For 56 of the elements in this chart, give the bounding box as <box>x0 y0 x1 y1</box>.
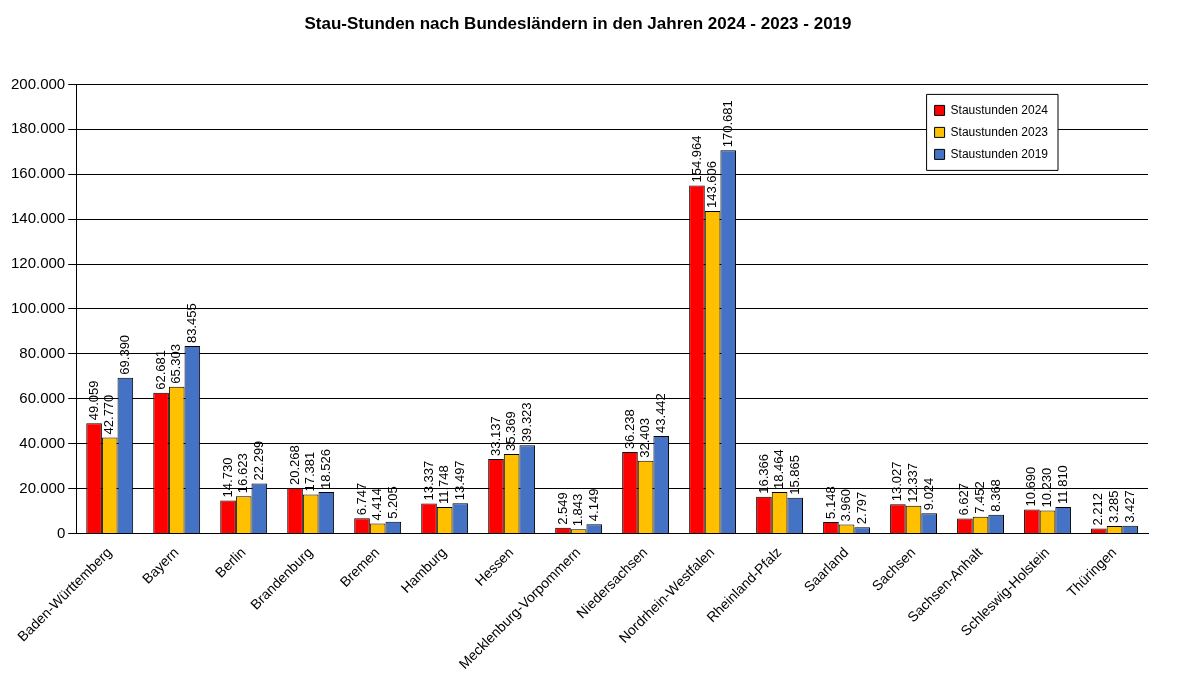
data-label: 42.770 <box>101 394 117 435</box>
data-label: 69.390 <box>116 334 132 375</box>
data-label: 2.212 <box>1090 492 1106 526</box>
data-label: 39.323 <box>518 402 534 443</box>
data-label: 16.623 <box>235 453 251 494</box>
y-tick-label: 0 <box>56 523 66 541</box>
data-label: 14.730 <box>219 457 235 498</box>
data-label: 20.268 <box>286 445 302 485</box>
data-label: 3.960 <box>838 489 854 522</box>
y-tick-label: 200.000 <box>10 74 66 92</box>
y-tick-label: 180.000 <box>10 119 66 137</box>
y-tick-label: 100.000 <box>10 299 66 317</box>
legend-label: Staustunden 2024 <box>950 102 1049 117</box>
data-label: 4.414 <box>369 488 385 521</box>
data-label: 15.865 <box>786 455 802 495</box>
data-label: 12.337 <box>905 463 921 503</box>
data-label: 35.369 <box>503 411 519 452</box>
y-tick-label: 120.000 <box>10 254 66 272</box>
data-label: 6.747 <box>353 482 369 516</box>
data-label: 11.810 <box>1054 465 1070 504</box>
data-label: 6.627 <box>956 483 972 516</box>
data-label: 32.403 <box>637 417 653 458</box>
data-label: 3.427 <box>1121 490 1137 523</box>
legend-label: Staustunden 2019 <box>950 146 1049 161</box>
data-label: 170.681 <box>719 100 735 148</box>
y-tick-label: 80.000 <box>19 343 66 361</box>
y-tick-label: 140.000 <box>10 209 66 227</box>
data-label: 43.442 <box>652 393 668 433</box>
data-label: 18.464 <box>771 449 787 490</box>
y-tick-label: 60.000 <box>19 388 66 406</box>
data-label: 13.497 <box>451 460 467 501</box>
data-label: 10.230 <box>1039 467 1055 508</box>
y-tick-label: 160.000 <box>10 164 66 182</box>
data-label: 4.149 <box>585 488 601 522</box>
chart-title: Stau-Stunden nach Bundesländern in den Jahren 2024 - 2023 - 2019 <box>304 13 852 33</box>
data-label: 9.024 <box>920 477 936 511</box>
data-label: 2.549 <box>554 492 570 525</box>
legend-label: Staustunden 2023 <box>950 124 1049 139</box>
data-label: 17.381 <box>302 451 318 492</box>
y-tick-label: 40.000 <box>19 433 66 451</box>
data-label: 18.526 <box>317 449 333 489</box>
data-label: 7.452 <box>972 481 988 514</box>
data-label: 83.455 <box>183 303 199 344</box>
data-label: 65.303 <box>168 344 184 384</box>
data-label: 49.059 <box>85 380 101 421</box>
data-label: 11.748 <box>436 465 452 505</box>
data-label: 22.299 <box>250 440 266 481</box>
data-label: 10.690 <box>1023 466 1039 507</box>
data-label: 154.964 <box>688 135 704 183</box>
data-label: 3.285 <box>1106 490 1122 524</box>
y-tick-label: 20.000 <box>19 478 66 496</box>
data-label: 13.337 <box>420 460 436 501</box>
data-label: 143.606 <box>704 161 720 209</box>
data-label: 2.797 <box>853 491 869 525</box>
data-label: 1.843 <box>570 493 586 527</box>
data-label: 16.366 <box>755 453 771 494</box>
